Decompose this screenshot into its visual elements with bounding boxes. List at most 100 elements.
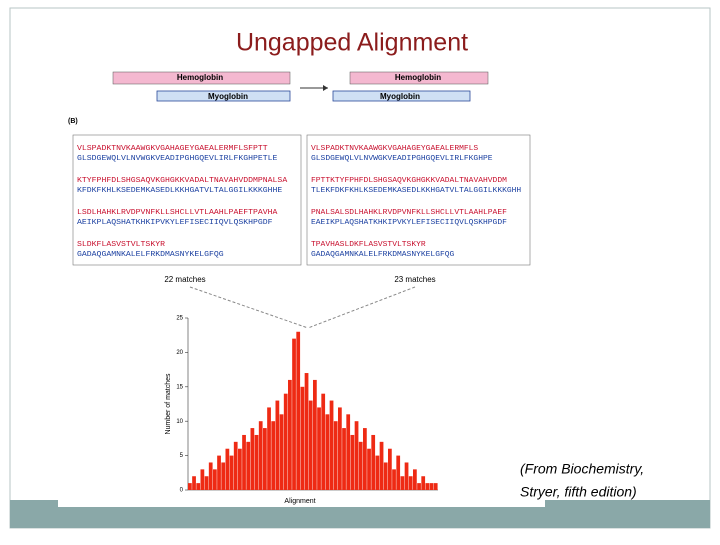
bar bbox=[192, 476, 196, 490]
bar bbox=[246, 441, 251, 490]
diagram-label: Myoglobin bbox=[208, 92, 248, 101]
y-tick-label: 15 bbox=[176, 384, 183, 390]
bar bbox=[308, 400, 313, 490]
bar bbox=[313, 379, 317, 490]
bar bbox=[233, 441, 238, 490]
bar bbox=[354, 421, 359, 490]
bar bbox=[258, 421, 263, 490]
sequence: SLDKFLASVSTVLTSKYR bbox=[77, 241, 166, 249]
arrow-head bbox=[323, 85, 328, 91]
y-tick-label: 10 bbox=[176, 419, 183, 425]
sequence: GLSDGEWQLVLNVWGKVEADIPGHGQEVLIRLFKGHPE bbox=[311, 155, 493, 163]
bar bbox=[279, 414, 284, 490]
diagram-label: Hemoglobin bbox=[177, 73, 223, 82]
bar bbox=[379, 441, 384, 490]
bar bbox=[317, 407, 321, 490]
bar bbox=[396, 455, 401, 490]
bar bbox=[254, 434, 259, 490]
bar bbox=[288, 379, 292, 490]
sequence: VLSPADKTNVKAAWGKVGAHAGEYGAEALERMFLSFPTT bbox=[77, 145, 268, 153]
sequence: AEIKPLAQSHATKHKIPVKYLEFISECIIQVLQSKHPGDF bbox=[77, 219, 273, 227]
bar bbox=[300, 386, 305, 490]
bar bbox=[350, 434, 355, 490]
bar bbox=[358, 441, 363, 490]
alignment-box bbox=[72, 134, 302, 266]
sequence: TLEKFDKFKHLKSEDEMKASEDLKKHGATVLTALGGILKK… bbox=[311, 187, 521, 195]
panel-label: (B) bbox=[68, 118, 78, 125]
sequence: PNALSALSDLHAHKLRVDPVNFKLLSHCLLVTLAAHLPAE… bbox=[311, 209, 507, 217]
bar bbox=[425, 483, 430, 490]
hemoglobin-bar bbox=[112, 71, 291, 85]
bar bbox=[238, 448, 242, 490]
y-tick-label: 20 bbox=[176, 350, 183, 356]
bar bbox=[392, 469, 396, 490]
diagram-label: Myoglobin bbox=[380, 92, 420, 101]
bar bbox=[408, 476, 413, 490]
bar bbox=[404, 462, 409, 490]
caption: (From Biochemistry, bbox=[520, 461, 644, 477]
bar bbox=[213, 469, 217, 490]
slide-title: Ungapped Alignment bbox=[236, 29, 468, 57]
bar bbox=[413, 469, 417, 490]
bar bbox=[221, 462, 226, 490]
sequence: GADAQGAMNKALELFRKDMASNYKELGFQG bbox=[311, 251, 454, 259]
bar bbox=[283, 393, 288, 490]
sequence: TPAVHASLDKFLASVSTVLTSKYR bbox=[311, 241, 427, 249]
connector bbox=[189, 286, 309, 329]
alignment-box bbox=[306, 134, 531, 266]
bar bbox=[433, 483, 438, 490]
bar bbox=[196, 483, 201, 490]
bar bbox=[400, 476, 405, 490]
bar bbox=[346, 414, 351, 490]
y-tick-label: 5 bbox=[180, 453, 184, 459]
hemoglobin-bar bbox=[349, 71, 489, 85]
bar bbox=[242, 434, 246, 490]
myoglobin-bar bbox=[332, 90, 471, 102]
bar bbox=[333, 421, 338, 490]
bar bbox=[200, 469, 205, 490]
bar bbox=[363, 428, 367, 490]
bar bbox=[217, 455, 221, 490]
sequence: KFDKFKHLKSEDEMKASEDLKKHGATVLTALGGILKKKGH… bbox=[77, 187, 282, 195]
bar bbox=[321, 393, 326, 490]
sequence: LSDLHAHKLRVDPVNFKLLSHCLLVTLAAHLPAEFTPAVH… bbox=[77, 209, 278, 217]
sequence: VLSPADKTNVKAAWGKVGAHAGEYGAEALERMFLS bbox=[311, 145, 478, 153]
bar bbox=[375, 455, 380, 490]
matches-label: 22 matches bbox=[164, 275, 205, 284]
bar bbox=[250, 428, 255, 490]
bar bbox=[292, 338, 296, 490]
sequence: GADAQGAMNKALELFRKDMASNYKELGFQG bbox=[77, 251, 224, 259]
bar bbox=[267, 407, 271, 490]
bar bbox=[421, 476, 426, 490]
matches-label: 23 matches bbox=[394, 275, 435, 284]
bar bbox=[429, 483, 434, 490]
bar bbox=[188, 483, 192, 490]
connector-lines bbox=[189, 286, 416, 329]
myoglobin-bar bbox=[156, 90, 291, 102]
sequence: EAEIKPLAQSHATKHKIPVKYLEFISECIIQVLQSKHPGD… bbox=[311, 219, 507, 227]
sequence: FPTTKTYFPHFDLSHGSAQVKGHGKKVADALTNAVAHVDD… bbox=[311, 177, 507, 185]
connector bbox=[307, 286, 416, 329]
x-axis-label: Alignment bbox=[284, 498, 315, 505]
bar bbox=[371, 434, 376, 490]
bar bbox=[304, 373, 309, 490]
sequence: GLSDGEWQLVLNVWGKVEADIPGHGQEVLIRLFKGHPETL… bbox=[77, 155, 277, 163]
caption: Stryer, fifth edition) bbox=[520, 484, 637, 500]
bar bbox=[263, 428, 267, 490]
bar bbox=[342, 428, 346, 490]
bar bbox=[229, 455, 234, 490]
bar bbox=[367, 448, 371, 490]
bar bbox=[329, 400, 334, 490]
bar bbox=[338, 407, 342, 490]
bar bbox=[204, 476, 209, 490]
y-axis-label: Number of matches bbox=[165, 373, 172, 435]
bar bbox=[383, 462, 388, 490]
diagram-label: Hemoglobin bbox=[395, 73, 441, 82]
bar bbox=[225, 448, 230, 490]
sequence: KTYFPHFDLSHGSAQVKGHGKKVADALTNAVAHVDDMPNA… bbox=[77, 177, 288, 185]
bar bbox=[417, 483, 421, 490]
bar bbox=[388, 448, 392, 490]
y-tick-label: 0 bbox=[180, 488, 184, 494]
